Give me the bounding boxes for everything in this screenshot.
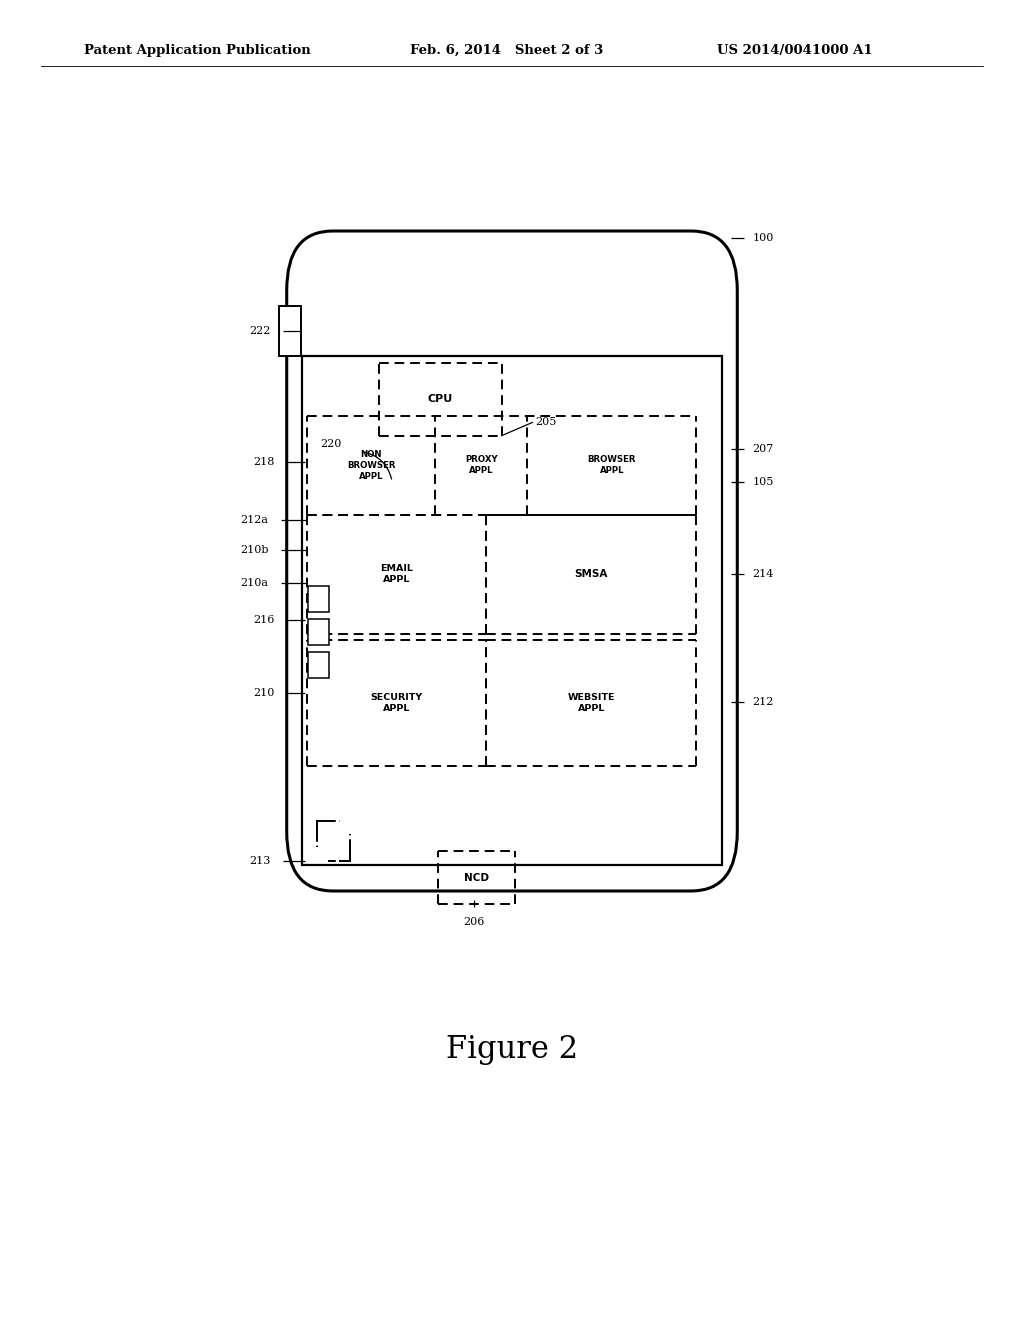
Text: Figure 2: Figure 2	[445, 1034, 579, 1065]
Text: 212: 212	[753, 697, 774, 708]
Bar	[302, 356, 722, 865]
Text: SMSA: SMSA	[574, 569, 608, 579]
Text: 206: 206	[464, 917, 484, 928]
Bar	[279, 306, 301, 356]
Text: SECURITY
APPL: SECURITY APPL	[371, 693, 423, 713]
Text: Feb. 6, 2014   Sheet 2 of 3: Feb. 6, 2014 Sheet 2 of 3	[410, 44, 603, 57]
Text: 213: 213	[249, 855, 270, 866]
Text: 216: 216	[253, 615, 274, 626]
Text: Patent Application Publication: Patent Application Publication	[84, 44, 310, 57]
Text: PROXY
APPL: PROXY APPL	[465, 455, 498, 475]
Text: EMAIL
APPL: EMAIL APPL	[380, 564, 414, 585]
Text: 207: 207	[753, 444, 774, 454]
Bar	[308, 652, 329, 678]
Text: 105: 105	[753, 477, 774, 487]
Text: 210: 210	[253, 688, 274, 698]
Text: 212a: 212a	[241, 515, 268, 525]
Text: NCD: NCD	[464, 873, 489, 883]
Text: 222: 222	[249, 326, 270, 337]
Text: CPU: CPU	[428, 395, 453, 404]
Text: 100: 100	[753, 232, 774, 243]
Text: WEBSITE
APPL: WEBSITE APPL	[567, 693, 615, 713]
Text: 214: 214	[753, 569, 774, 579]
Text: NON
BROWSER
APPL: NON BROWSER APPL	[347, 450, 395, 480]
Text: BROWSER
APPL: BROWSER APPL	[588, 455, 636, 475]
Text: 220: 220	[321, 438, 342, 449]
Text: 205: 205	[536, 417, 557, 428]
Text: 210a: 210a	[241, 578, 268, 589]
Text: 218: 218	[253, 457, 274, 467]
Text: 210b: 210b	[240, 545, 268, 556]
FancyBboxPatch shape	[287, 231, 737, 891]
Bar	[308, 586, 329, 612]
Text: US 2014/0041000 A1: US 2014/0041000 A1	[717, 44, 872, 57]
Bar	[308, 619, 329, 645]
